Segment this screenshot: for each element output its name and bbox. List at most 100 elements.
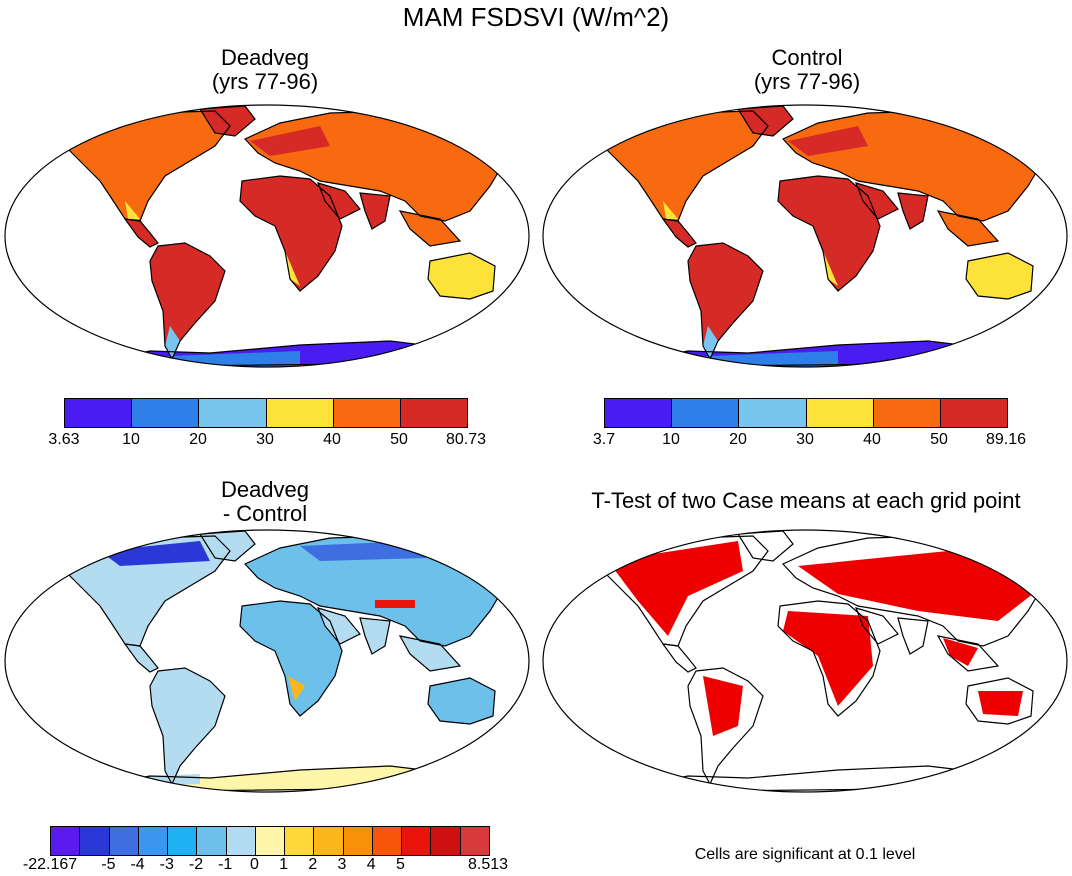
deadveg-colorbar-label: 3.63 bbox=[48, 431, 80, 448]
land-samerica bbox=[150, 243, 225, 359]
land-arabia bbox=[318, 183, 360, 219]
land-camerica bbox=[125, 219, 158, 247]
coastline-samerica bbox=[149, 242, 226, 361]
deadveg-panel-title: Deadveg (yrs 77-96) bbox=[115, 46, 415, 94]
diff-panel-title: Deadveg - Control bbox=[115, 478, 415, 526]
climate-region bbox=[788, 126, 868, 156]
land-seasia bbox=[400, 636, 460, 671]
land-africa bbox=[240, 176, 342, 291]
deadveg-colorbar-labels: 3.63 10 20 30 40 50 80.73 bbox=[48, 431, 486, 451]
coastline-africa bbox=[239, 175, 343, 292]
diff-colorbar-label: 4 bbox=[366, 856, 376, 873]
coastline-australia bbox=[427, 677, 496, 725]
coastline-arabia bbox=[854, 182, 899, 220]
control-colorbar-label: 30 bbox=[796, 431, 814, 448]
coastline-greenland bbox=[736, 105, 794, 137]
coastline-camerica bbox=[661, 218, 697, 248]
deadveg-colorbar-label: 10 bbox=[122, 431, 140, 448]
land-namerica bbox=[598, 111, 768, 221]
diff-colorbar-label: 1 bbox=[279, 856, 289, 873]
diff-colorbar-swatch bbox=[51, 827, 81, 855]
diff-colorbar-swatch bbox=[109, 827, 139, 855]
ttest-title-line1: T-Test of two Case means at each grid po… bbox=[591, 488, 1021, 513]
deadveg-colorbar-swatch bbox=[333, 399, 401, 427]
coastline-africa bbox=[777, 600, 881, 717]
coastline-camerica bbox=[123, 218, 159, 248]
diff-colorbar-label: -4 bbox=[130, 856, 145, 873]
diff-colorbar-label: 0 bbox=[249, 856, 259, 873]
difference-region bbox=[90, 774, 200, 788]
climate-region bbox=[823, 251, 838, 286]
diff-colorbar-swatch bbox=[314, 827, 344, 855]
diff-colorbar-swatch bbox=[460, 827, 489, 855]
control-colorbar bbox=[604, 398, 1008, 428]
diff-colorbar-label: -22.167 bbox=[22, 856, 78, 873]
control-colorbar-label: 3.7 bbox=[592, 431, 616, 448]
control-colorbar-label: 40 bbox=[863, 431, 881, 448]
significant-region bbox=[783, 611, 873, 706]
diff-colorbar-label: -3 bbox=[159, 856, 174, 873]
control-colorbar-label: 10 bbox=[662, 431, 680, 448]
diff-colorbar-swatch bbox=[372, 827, 403, 855]
land-australia bbox=[966, 253, 1033, 299]
significance-footnote: Cells are significant at 0.1 level bbox=[694, 846, 916, 863]
deadveg-map bbox=[4, 104, 530, 368]
control-colorbar-labels: 3.7 10 20 30 40 50 89.16 bbox=[593, 431, 1026, 451]
land-india bbox=[898, 618, 928, 654]
control-title-line2: (yrs 77-96) bbox=[753, 69, 861, 94]
control-colorbar-swatch bbox=[873, 399, 941, 427]
coastline-australia bbox=[427, 252, 496, 300]
control-colorbar-swatch bbox=[605, 399, 673, 427]
coastline-greenland bbox=[198, 530, 256, 562]
coastline-samerica bbox=[149, 667, 226, 786]
control-colorbar-label: 50 bbox=[930, 431, 948, 448]
land-greenland bbox=[200, 531, 255, 561]
deadveg-colorbar-swatch bbox=[65, 399, 133, 427]
coastline-india bbox=[897, 617, 929, 655]
land-seasia bbox=[400, 211, 460, 246]
diff-colorbar-label: 8.513 bbox=[467, 856, 509, 873]
diff-colorbar-swatch bbox=[80, 827, 110, 855]
control-colorbar-swatch bbox=[672, 399, 740, 427]
diff-colorbar-swatch bbox=[255, 827, 286, 855]
control-colorbar-swatch bbox=[806, 399, 874, 427]
diff-colorbar-swatch bbox=[402, 827, 432, 855]
significant-region bbox=[943, 638, 978, 666]
control-panel-title: Control (yrs 77-96) bbox=[657, 46, 957, 94]
coastline-australia bbox=[965, 252, 1034, 300]
deadveg-title-line1: Deadveg bbox=[220, 45, 310, 70]
climate-region bbox=[250, 126, 330, 156]
difference-region bbox=[375, 600, 415, 608]
deadveg-colorbar-label: 50 bbox=[390, 431, 408, 448]
map-border bbox=[4, 104, 530, 368]
deadveg-colorbar-swatch bbox=[266, 399, 334, 427]
land-camerica bbox=[663, 644, 696, 672]
coastline-camerica bbox=[123, 643, 159, 673]
land-greenland bbox=[738, 531, 793, 561]
coastline-greenland bbox=[736, 530, 794, 562]
significant-region bbox=[703, 676, 743, 736]
diff-colorbar-label: -2 bbox=[188, 856, 204, 873]
difference-region bbox=[100, 541, 210, 566]
ttest-significance-map bbox=[542, 529, 1068, 793]
land-seasia bbox=[938, 211, 998, 246]
coastline-seasia bbox=[398, 635, 462, 672]
land-greenland bbox=[738, 106, 793, 136]
diff-colorbar-swatch bbox=[285, 827, 315, 855]
significant-region bbox=[978, 691, 1023, 716]
land-australia bbox=[428, 678, 495, 724]
land-samerica bbox=[688, 243, 763, 359]
diff-colorbar-swatch bbox=[226, 827, 256, 855]
land-india bbox=[360, 193, 390, 229]
deadveg-colorbar-label: 40 bbox=[323, 431, 341, 448]
coastline-samerica bbox=[687, 667, 764, 786]
land-africa bbox=[778, 176, 880, 291]
control-colorbar-swatch bbox=[940, 399, 1008, 427]
diff-title-line2: - Control bbox=[222, 501, 308, 526]
diff-colorbar-label: -5 bbox=[101, 856, 116, 873]
land-samerica bbox=[150, 668, 225, 784]
diff-colorbar-swatch bbox=[343, 827, 373, 855]
diff-colorbar-label: 3 bbox=[337, 856, 347, 873]
land-camerica bbox=[663, 219, 696, 247]
land-africa bbox=[240, 601, 342, 716]
